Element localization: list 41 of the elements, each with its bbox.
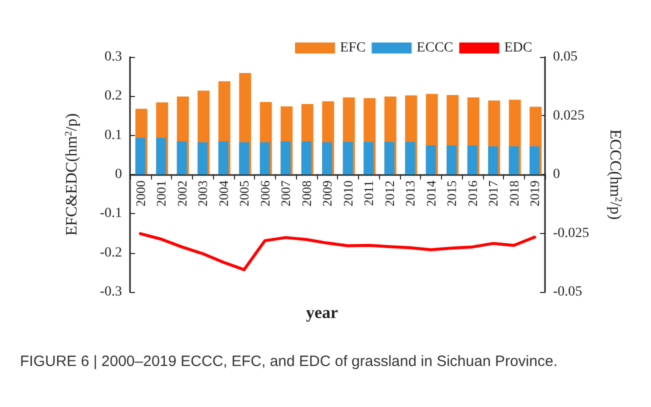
x-axis-title: year [306,303,339,322]
x-tick-label: 2006 [257,180,272,206]
caption: FIGURE 6 | 2000–2019 ECCC, EFC, and EDC of grassland in Sichuan Province. [20,352,558,372]
legend-label: EDC [504,40,532,56]
x-tick-label: 2009 [320,180,335,206]
y2-tick-label: 0.05 [553,50,578,64]
x-tick-label: 2004 [216,180,231,206]
y2-tick-label: 0.025 [553,108,584,124]
legend-label: EFC [340,40,366,56]
x-tick-label: 2003 [195,180,210,206]
x-tick-label: 2001 [154,180,169,206]
line-series [138,232,536,272]
x-tick-label: 2010 [340,180,356,206]
x-tick-label: 2002 [174,180,190,206]
x-tick-label: 2013 [402,180,418,206]
y-axis-title: EFC&EDC(hm2/p) [64,113,80,236]
y-tick-label: -0.3 [100,284,122,300]
x-tick-label: 2007 [278,180,294,206]
x-tick-label: 2008 [298,180,314,206]
x-tick-label: 2014 [423,180,438,206]
y-tick-label: 0.2 [104,88,122,104]
x-tick-label: 2000 [132,180,148,206]
x-tick-label: 2017 [486,180,501,206]
x-tick-label: 2011 [361,180,376,206]
x-tick-label: 2018 [506,180,522,206]
x-tick-label: 2005 [236,180,252,206]
y-tick-label: 0 [115,167,122,182]
y-tick-label: -0.2 [100,245,122,260]
y-tick-label: -0.1 [100,206,122,222]
x-tick-label: 2015 [444,180,460,206]
y2-axis-title: ECCC(hm2/p) [606,129,624,220]
x-tick-label: 2012 [382,180,397,206]
bar [239,142,250,174]
y2-tick-label: -0.05 [553,284,582,300]
y-tick-label: 0.3 [104,50,122,64]
y-tick-label: 0.1 [104,128,122,143]
x-tick-label: 2016 [464,180,480,206]
legend-label: ECCC [416,40,454,56]
x-tick-label: 2019 [527,180,542,206]
y2-tick-label: 0 [553,167,560,182]
y2-tick-label: -0.025 [553,226,590,241]
